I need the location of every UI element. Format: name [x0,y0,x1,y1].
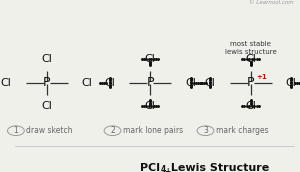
Text: Cl: Cl [1,78,11,88]
Text: Cl: Cl [245,101,256,111]
Text: Cl: Cl [185,78,196,88]
Text: Cl: Cl [205,78,215,88]
Text: Cl: Cl [286,78,296,88]
Text: P: P [43,76,50,89]
Text: 2: 2 [110,126,115,135]
Text: Cl: Cl [82,78,92,88]
Text: Cl: Cl [41,54,52,64]
Text: P: P [146,76,154,89]
Text: Cl: Cl [145,54,155,64]
Text: Lewis Structure: Lewis Structure [167,163,269,172]
Text: 4: 4 [160,165,166,172]
Text: mark charges: mark charges [216,126,268,135]
Text: +1: +1 [256,74,267,80]
Text: draw sketch: draw sketch [26,126,73,135]
Text: 1: 1 [14,126,18,135]
Text: © Learnool.com: © Learnool.com [249,0,294,5]
Text: +: + [164,167,171,172]
Text: Cl: Cl [145,101,155,111]
Text: most stable
lewis structure: most stable lewis structure [225,41,276,55]
Text: Cl: Cl [41,101,52,111]
Text: 3: 3 [203,126,208,135]
Text: PCl: PCl [140,163,160,172]
Text: Cl: Cl [104,78,115,88]
Text: P: P [247,76,254,89]
Text: Cl: Cl [245,54,256,64]
Text: mark lone pairs: mark lone pairs [123,126,183,135]
